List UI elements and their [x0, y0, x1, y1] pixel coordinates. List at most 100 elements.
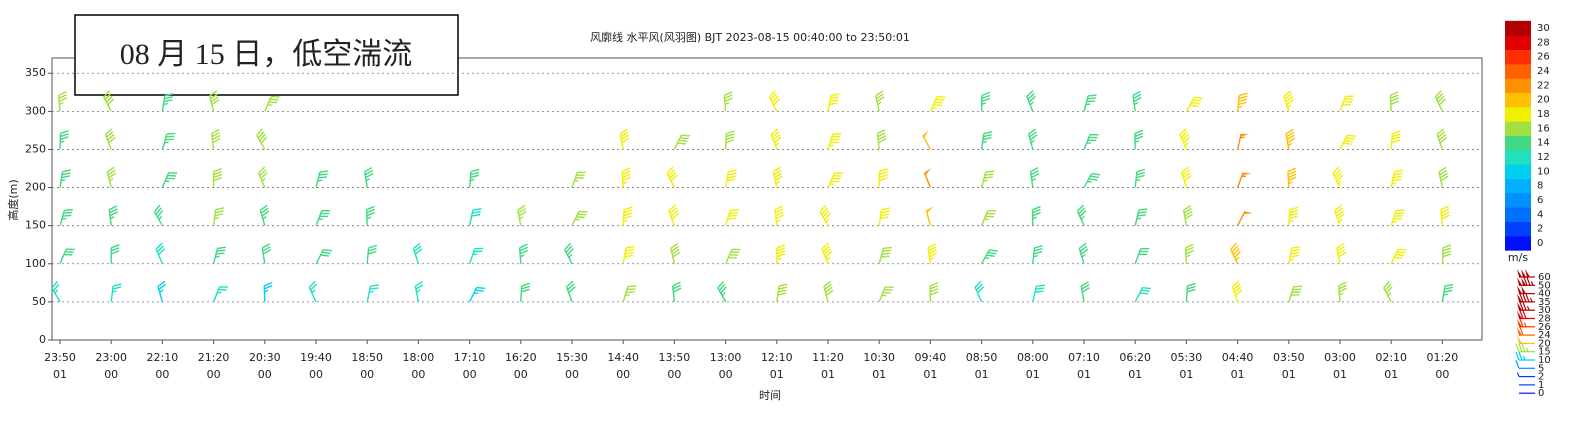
wind-barb	[1335, 242, 1347, 264]
wind-barb	[1283, 90, 1294, 112]
x-tick-label: 09:40	[915, 351, 947, 364]
wind-barb	[878, 207, 890, 226]
wind-barb	[155, 242, 166, 265]
colorbar-cell	[1505, 235, 1531, 251]
colorbar-label: m/s	[1508, 251, 1528, 264]
wind-barb	[827, 172, 844, 188]
x-tick-label: 03:00	[1324, 351, 1356, 364]
wind-barb	[308, 280, 317, 303]
x-tick-sublabel: 01	[821, 368, 835, 381]
x-tick-sublabel: 01	[1231, 368, 1245, 381]
wind-barb	[256, 128, 268, 150]
annotation-box	[74, 14, 459, 96]
legend-barb	[1517, 301, 1535, 311]
colorbar-cell	[1505, 192, 1531, 208]
wind-barb	[980, 170, 995, 188]
y-tick-label: 150	[25, 219, 46, 232]
x-tick-label: 22:10	[147, 351, 179, 364]
wind-barb	[1440, 205, 1450, 226]
wind-barb	[1288, 285, 1303, 303]
wind-barb	[1029, 167, 1040, 188]
x-tick-label: 14:40	[607, 351, 639, 364]
wind-barb	[1083, 94, 1097, 112]
wind-barb	[668, 204, 679, 226]
legend-label: 24	[1538, 330, 1551, 341]
colorbar-cell	[1505, 207, 1531, 222]
wind-barb	[776, 283, 788, 302]
wind-barb	[1288, 206, 1299, 226]
colorbar-tick-label: 18	[1537, 109, 1550, 120]
x-tick-label: 19:40	[300, 351, 332, 364]
chart-title: 风廓线 水平风(风羽图) BJT 2023-08-15 00:40:00 to …	[590, 30, 910, 44]
wind-barb	[315, 210, 331, 226]
wind-barb	[1080, 281, 1090, 303]
wind-barb	[878, 286, 894, 303]
x-tick-label: 15:30	[556, 351, 588, 364]
wind-barb	[108, 205, 118, 226]
colorbar-tick-label: 2	[1537, 224, 1543, 235]
x-tick-sublabel: 00	[463, 368, 477, 381]
legend-label: 28	[1538, 314, 1551, 325]
wind-barb	[768, 90, 780, 112]
wind-barb	[1032, 245, 1043, 264]
x-tick-label: 08:50	[966, 351, 998, 364]
colorbar-tick-label: 6	[1537, 195, 1543, 206]
legend-label: 60	[1538, 272, 1551, 283]
wind-barb	[922, 129, 932, 150]
wind-barb	[1339, 95, 1355, 112]
wind-barb	[315, 248, 333, 265]
legend-label: 1	[1538, 380, 1544, 391]
colorbar-tick-label: 24	[1537, 66, 1550, 77]
wind-barb	[59, 169, 72, 188]
wind-barb	[157, 280, 167, 303]
wind-barb	[622, 245, 635, 264]
wind-barb	[1231, 280, 1243, 303]
wind-barb	[1236, 92, 1248, 112]
x-tick-label: 23:00	[95, 351, 127, 364]
wind-barb	[366, 284, 380, 303]
wind-barb	[929, 282, 939, 302]
wind-barb	[874, 90, 885, 112]
wind-barb	[1332, 166, 1344, 188]
colorbar-tick-label: 16	[1537, 123, 1550, 134]
wind-barb	[1441, 283, 1454, 303]
x-tick-label: 13:50	[659, 351, 691, 364]
wind-barb	[104, 128, 116, 150]
legend-barb	[1516, 372, 1535, 378]
wind-barb	[468, 286, 486, 303]
wind-barb	[212, 167, 222, 188]
x-tick-label: 13:00	[710, 351, 742, 364]
colorbar-cell	[1505, 135, 1531, 151]
wind-barb	[315, 170, 329, 188]
wind-barb	[209, 90, 220, 112]
wind-barb	[622, 206, 633, 226]
wind-barb	[1383, 280, 1393, 303]
legend-barb	[1515, 343, 1535, 353]
legend-barb	[1517, 318, 1535, 328]
x-tick-sublabel: 00	[309, 368, 323, 381]
wind-barb	[212, 207, 225, 226]
x-tick-sublabel: 01	[1282, 368, 1296, 381]
x-tick-label: 18:50	[351, 351, 383, 364]
legend-label: 0	[1538, 388, 1544, 399]
colorbar-tick-label: 12	[1537, 152, 1550, 163]
plot-frame	[51, 57, 1483, 341]
x-tick-label: 11:20	[812, 351, 844, 364]
wind-barb	[161, 172, 178, 188]
x-tick-sublabel: 01	[1384, 368, 1398, 381]
wind-barb	[1441, 244, 1452, 264]
wind-barb	[1134, 208, 1148, 226]
wind-barb	[724, 130, 735, 150]
wind-barb	[110, 244, 120, 264]
wind-barb	[564, 242, 574, 265]
legend-barb	[1517, 269, 1535, 278]
wind-barb	[1031, 205, 1041, 226]
colorbar-tick-label: 4	[1537, 209, 1543, 220]
wind-barb	[1185, 282, 1196, 302]
y-tick-label: 0	[39, 333, 46, 346]
wind-barb	[364, 166, 374, 188]
wind-barb	[878, 168, 888, 188]
colorbar-tick-label: 8	[1537, 181, 1543, 192]
wind-barb	[565, 280, 576, 303]
